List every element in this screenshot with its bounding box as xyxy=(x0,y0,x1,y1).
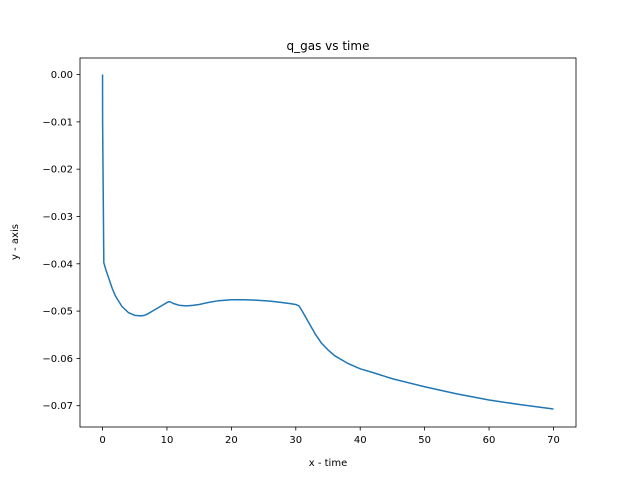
y-tick-label: −0.01 xyxy=(42,117,73,128)
x-tick-label: 0 xyxy=(99,435,105,446)
y-tick-label: −0.06 xyxy=(42,354,73,365)
chart-title: q_gas vs time xyxy=(287,39,370,53)
y-tick-label: −0.03 xyxy=(42,212,73,223)
series-line-0 xyxy=(101,74,554,410)
y-tick-label: 0.00 xyxy=(51,70,73,81)
x-axis: 0 10 20 30 40 50 60 70 xyxy=(99,427,560,446)
x-tick-label: 70 xyxy=(547,435,560,446)
y-axis: 0.00 −0.01 −0.02 −0.03 −0.04 −0.05 −0.06 −0.07 xyxy=(42,70,80,412)
plot-layer xyxy=(101,74,554,410)
x-tick-label: 50 xyxy=(418,435,431,446)
x-tick-label: 60 xyxy=(483,435,496,446)
x-tick-label: 30 xyxy=(289,435,302,446)
x-axis-label: x - time xyxy=(309,458,347,469)
plot-frame xyxy=(79,57,577,428)
x-tick-label: 40 xyxy=(354,435,367,446)
x-tick-label: 20 xyxy=(225,435,238,446)
y-tick-label: −0.04 xyxy=(42,259,73,270)
y-tick-label: −0.05 xyxy=(42,307,73,318)
y-tick-label: −0.02 xyxy=(42,165,73,176)
y-tick-label: −0.07 xyxy=(42,401,73,412)
x-tick-label: 10 xyxy=(161,435,174,446)
y-axis-label: y - axis xyxy=(10,224,21,260)
